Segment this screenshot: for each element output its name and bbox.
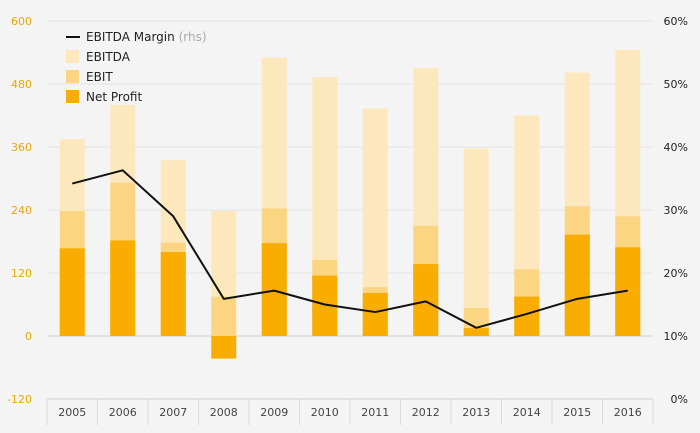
gridlines xyxy=(47,20,653,400)
bar-ebit-2008 xyxy=(211,296,237,336)
x-tick-label: 2006 xyxy=(109,406,137,419)
left-tick-label: 360 xyxy=(11,141,32,154)
x-axis: 2005 2006 2007 2008 2009 2010 2011 2012 2013 2014… xyxy=(46,398,654,425)
legend-swatch-net-profit xyxy=(66,90,79,103)
left-tick-label: 120 xyxy=(11,267,32,280)
bar-net-profit-2005 xyxy=(59,248,85,336)
x-tick-label: 2008 xyxy=(210,406,238,419)
bar-net-profit-2013 xyxy=(463,328,489,336)
x-tick-label: 2013 xyxy=(462,406,490,419)
bars xyxy=(59,49,641,359)
legend-label-ebitda: EBITDA xyxy=(86,50,131,64)
x-tick-label: 2010 xyxy=(311,406,339,419)
x-tick-label: 2009 xyxy=(260,406,288,419)
left-y-axis: -120 0 120 240 360 480 600 xyxy=(7,15,32,406)
left-tick-label: -120 xyxy=(7,393,32,406)
bar-net-profit-2007 xyxy=(160,252,186,336)
right-y-axis: 0% 10% 20% 30% 40% 50% 60% xyxy=(664,15,688,406)
x-tick-label: 2015 xyxy=(563,406,591,419)
legend-label-ebit: EBIT xyxy=(86,70,113,84)
left-tick-label: 0 xyxy=(25,330,32,343)
left-tick-label: 600 xyxy=(11,15,32,28)
right-tick-label: 10% xyxy=(664,330,688,343)
line-ebitda-margin xyxy=(71,169,628,329)
right-tick-label: 50% xyxy=(664,78,688,91)
legend-label-net-profit: Net Profit xyxy=(86,90,142,104)
bar-net-profit-2009 xyxy=(261,243,287,336)
bar-ebitda-2013 xyxy=(463,148,489,336)
bar-net-profit-2012 xyxy=(413,264,439,336)
right-tick-label: 60% xyxy=(664,15,688,28)
bar-net-profit-2008 xyxy=(211,336,237,359)
bar-net-profit-2011 xyxy=(362,292,388,336)
legend-label-ebitda-margin: EBITDA Margin (rhs) xyxy=(86,30,207,44)
legend: EBITDA Margin (rhs) EBITDA EBIT Net Prof… xyxy=(66,30,207,104)
margin-line xyxy=(71,169,628,329)
x-tick-label: 2014 xyxy=(513,406,541,419)
right-tick-label: 40% xyxy=(664,141,688,154)
x-tick-label: 2007 xyxy=(159,406,187,419)
bar-net-profit-2006 xyxy=(110,240,136,336)
x-tick-label: 2011 xyxy=(361,406,389,419)
bar-net-profit-2015 xyxy=(564,234,590,336)
left-tick-label: 480 xyxy=(11,78,32,91)
right-tick-label: 0% xyxy=(671,393,688,406)
x-tick-label: 2012 xyxy=(412,406,440,419)
left-tick-label: 240 xyxy=(11,204,32,217)
x-tick-label: 2005 xyxy=(58,406,86,419)
right-tick-label: 30% xyxy=(664,204,688,217)
legend-swatch-ebitda xyxy=(66,50,79,63)
right-tick-label: 20% xyxy=(664,267,688,280)
x-tick-label: 2016 xyxy=(614,406,642,419)
legend-swatch-ebit xyxy=(66,70,79,83)
